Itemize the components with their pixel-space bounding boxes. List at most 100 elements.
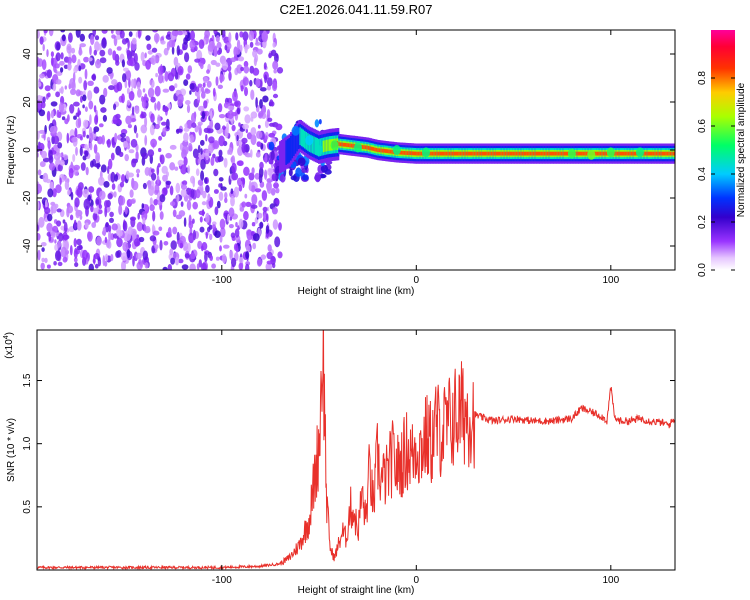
- noise-blob: [183, 217, 187, 228]
- ridge-cell: [366, 145, 369, 150]
- ridge-cell: [644, 151, 648, 156]
- noise-blob: [121, 38, 128, 45]
- ridge-cell: [503, 151, 506, 156]
- noise-blob: [80, 95, 83, 103]
- snr-series-line: [37, 330, 675, 570]
- noise-blob: [70, 47, 76, 54]
- noise-blob: [104, 236, 108, 244]
- noise-blob: [57, 240, 62, 248]
- noise-blob: [243, 60, 249, 68]
- noise-blob: [204, 251, 208, 263]
- noise-blob: [156, 175, 160, 185]
- noise-blob: [207, 193, 211, 202]
- noise-blob: [236, 64, 243, 74]
- noise-blob: [272, 42, 276, 48]
- ridge-cell: [630, 151, 634, 156]
- noise-blob: [89, 142, 93, 151]
- snr-frame: [36, 329, 676, 571]
- ridge-cell: [500, 151, 503, 156]
- noise-blob: [244, 86, 248, 97]
- ridge-cell: [652, 151, 656, 156]
- noise-blob: [158, 226, 163, 232]
- transition-blob: [268, 132, 276, 138]
- noise-blob: [85, 166, 89, 176]
- noise-blob: [256, 141, 262, 148]
- noise-blob: [127, 124, 132, 129]
- noise-blob: [226, 122, 229, 133]
- noise-blob: [99, 49, 106, 57]
- ridge-cell: [574, 151, 578, 156]
- noise-blob: [94, 252, 100, 260]
- noise-blob: [234, 100, 241, 108]
- noise-blob: [71, 54, 77, 64]
- ridge-cell: [314, 137, 318, 155]
- noise-blob: [137, 88, 142, 98]
- noise-blob: [263, 62, 267, 70]
- noise-blob: [131, 106, 135, 116]
- noise-blob: [126, 49, 130, 57]
- noise-blob: [98, 204, 103, 210]
- noise-blob: [230, 232, 236, 239]
- noise-blob: [54, 239, 57, 244]
- noise-blob: [124, 69, 132, 81]
- heatmap-noise-blobs: [37, 30, 333, 270]
- noise-blob: [79, 214, 83, 220]
- noise-blob: [71, 81, 76, 91]
- noise-blob: [116, 229, 123, 237]
- ridge-cell: [582, 151, 586, 156]
- ridge-cell: [302, 129, 306, 148]
- noise-blob: [66, 43, 72, 54]
- ridge-cell: [486, 151, 489, 156]
- noise-blob: [201, 91, 206, 99]
- noise-blob: [48, 149, 53, 161]
- noise-blob: [224, 44, 228, 51]
- noise-blob: [165, 152, 172, 159]
- noise-blob: [218, 149, 223, 157]
- ridge-cell: [632, 151, 635, 156]
- ridge-cell: [413, 151, 416, 156]
- noise-blob: [267, 117, 273, 123]
- ridge-cell: [604, 151, 607, 156]
- noise-blob: [149, 204, 155, 212]
- noise-blob: [217, 156, 222, 163]
- noise-blob: [57, 142, 63, 149]
- noise-blob: [217, 84, 223, 90]
- noise-blob: [165, 118, 170, 130]
- noise-blob: [70, 191, 74, 201]
- noise-blob: [88, 132, 94, 143]
- ridge-cell: [655, 151, 659, 156]
- snr-multiplier: (x104): [3, 332, 15, 359]
- noise-blob: [202, 190, 207, 199]
- noise-blob: [238, 218, 244, 229]
- noise-blob: [205, 231, 208, 239]
- ridge-cell: [658, 151, 662, 156]
- noise-blob: [264, 120, 269, 128]
- ridge-bulge: [606, 147, 615, 158]
- noise-blob: [38, 82, 42, 87]
- noise-blob: [192, 218, 195, 224]
- noise-blob: [114, 174, 118, 182]
- ridge-cell: [342, 142, 346, 147]
- noise-blob: [134, 238, 140, 247]
- noise-blob: [159, 194, 166, 203]
- noise-blob: [171, 30, 179, 37]
- noise-blob: [139, 261, 143, 268]
- x-tick-label: 100: [602, 575, 619, 586]
- ridge-cell: [518, 151, 522, 156]
- noise-blob: [75, 89, 81, 97]
- noise-blob: [210, 156, 215, 166]
- noise-blob: [256, 258, 262, 267]
- noise-blob: [167, 264, 172, 270]
- ridge-cell: [512, 151, 516, 156]
- noise-blob: [232, 90, 238, 102]
- ridge-cell: [577, 151, 581, 156]
- noise-blob: [122, 241, 129, 252]
- noise-blob: [233, 186, 239, 198]
- ridge-cell: [377, 148, 380, 152]
- noise-blob: [108, 158, 113, 170]
- ridge-cell: [299, 127, 302, 145]
- noise-blob: [63, 64, 69, 70]
- ridge-bulge: [422, 147, 431, 158]
- noise-blob: [184, 52, 190, 63]
- noise-blob: [246, 229, 253, 241]
